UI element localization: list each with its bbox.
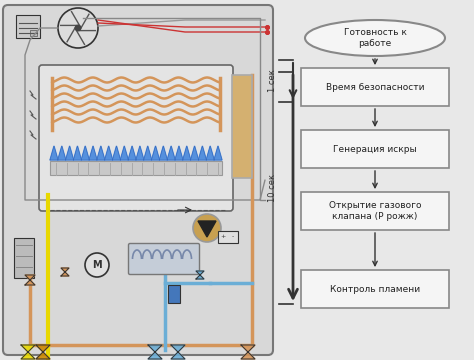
Polygon shape	[21, 352, 35, 359]
FancyBboxPatch shape	[39, 65, 233, 211]
Polygon shape	[241, 345, 255, 352]
Circle shape	[74, 24, 82, 32]
Polygon shape	[144, 146, 152, 160]
Polygon shape	[171, 345, 185, 352]
Bar	[301, 68, 449, 106]
Bar	[14, 238, 34, 278]
Polygon shape	[183, 146, 191, 160]
Polygon shape	[25, 275, 35, 280]
Polygon shape	[196, 275, 204, 279]
Polygon shape	[136, 146, 144, 160]
Polygon shape	[214, 146, 222, 160]
Polygon shape	[61, 272, 69, 276]
Polygon shape	[148, 345, 162, 352]
Text: Готовность к
работе: Готовность к работе	[344, 28, 406, 48]
Text: M: M	[92, 260, 102, 270]
Text: -: -	[232, 234, 234, 239]
Polygon shape	[81, 146, 89, 160]
Bar	[232, 75, 252, 178]
Bar	[16, 15, 40, 38]
Polygon shape	[105, 146, 113, 160]
Bar	[168, 285, 180, 303]
Polygon shape	[89, 146, 97, 160]
Polygon shape	[21, 345, 35, 352]
Polygon shape	[191, 146, 199, 160]
Polygon shape	[97, 146, 105, 160]
Polygon shape	[152, 146, 160, 160]
Polygon shape	[36, 352, 50, 359]
Polygon shape	[73, 146, 82, 160]
Polygon shape	[65, 146, 73, 160]
Ellipse shape	[305, 20, 445, 56]
Text: Открытие газового
клапана (Р рожж): Открытие газового клапана (Р рожж)	[329, 201, 421, 221]
Polygon shape	[171, 352, 185, 359]
Bar	[301, 192, 449, 230]
Polygon shape	[198, 221, 216, 237]
Bar	[218, 231, 238, 243]
Polygon shape	[36, 345, 50, 352]
Polygon shape	[206, 146, 214, 160]
Text: 10 сек: 10 сек	[268, 174, 277, 202]
Polygon shape	[167, 146, 175, 160]
Polygon shape	[120, 146, 128, 160]
Bar	[301, 130, 449, 168]
Bar	[50, 161, 222, 175]
Polygon shape	[58, 146, 66, 160]
Text: +: +	[220, 234, 226, 239]
Polygon shape	[112, 146, 120, 160]
Text: 1 сек: 1 сек	[268, 69, 277, 93]
Bar	[30, 30, 37, 36]
FancyBboxPatch shape	[128, 243, 200, 275]
Polygon shape	[175, 146, 183, 160]
Polygon shape	[61, 268, 69, 272]
Polygon shape	[148, 352, 162, 359]
Polygon shape	[128, 146, 136, 160]
Text: Контроль пламени: Контроль пламени	[330, 284, 420, 293]
Polygon shape	[50, 146, 58, 160]
Bar	[301, 270, 449, 308]
Polygon shape	[196, 271, 204, 275]
Polygon shape	[25, 280, 35, 285]
Polygon shape	[241, 352, 255, 359]
Text: Время безопасности: Время безопасности	[326, 82, 424, 91]
Polygon shape	[199, 146, 206, 160]
Circle shape	[193, 214, 221, 242]
Circle shape	[58, 8, 98, 48]
FancyBboxPatch shape	[3, 5, 273, 355]
Circle shape	[85, 253, 109, 277]
Polygon shape	[159, 146, 167, 160]
Text: Генерация искры: Генерация искры	[333, 144, 417, 153]
